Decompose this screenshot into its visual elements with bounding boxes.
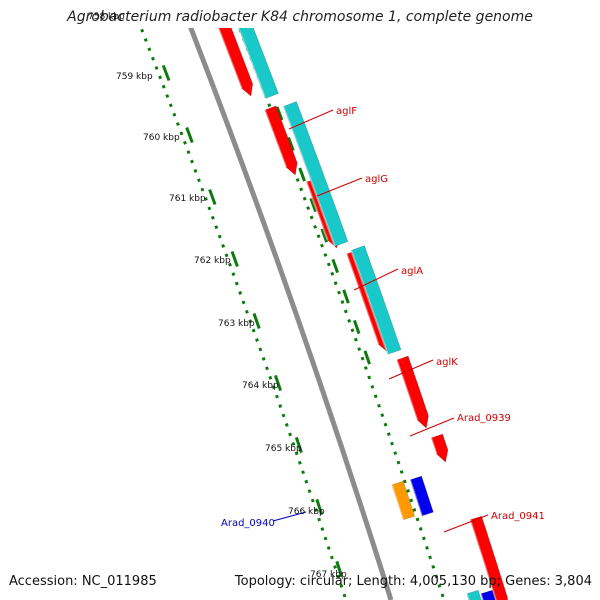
feature-cyan-band-2[interactable] <box>282 101 349 247</box>
gene-label-aglF[interactable]: aglF <box>336 106 357 117</box>
feature-small-red-arrow[interactable] <box>430 433 449 463</box>
gene-labels: aglF aglG aglA aglK Arad_0939 Arad_0941 … <box>221 106 545 529</box>
ruler-tick <box>298 167 306 182</box>
feature-aglA-arrow-highlight <box>305 181 329 241</box>
gene-label-arad-0941[interactable]: Arad_0941 <box>491 511 545 522</box>
topology-text: Topology: circular; Length: 4,005,130 bp… <box>234 574 592 589</box>
ruler-label-765: 765 kbp <box>265 444 302 454</box>
feature-arad-0940-arrow-highlight <box>409 479 423 517</box>
feature-orange-arrow-highlight <box>390 484 405 521</box>
accession-text: Accession: NC_011985 <box>9 574 157 589</box>
gene-label-aglG[interactable]: aglG <box>365 174 388 185</box>
feature-arad-0940-arrow[interactable] <box>409 475 434 517</box>
ruler-label-760: 760 kbp <box>143 133 180 143</box>
feature-bottom-cyan-stub-highlight <box>465 593 470 600</box>
label-leader-line <box>409 417 455 437</box>
label-leader-line <box>288 109 334 130</box>
ruler-label-766: 766 kbp <box>288 507 325 517</box>
label-leader-line <box>272 511 307 522</box>
map-title: Agrobacterium radiobacter K84 chromosome… <box>67 9 533 25</box>
gene-label-arad-0940[interactable]: Arad_0940 <box>221 518 275 529</box>
ruler-label-761: 761 kbp <box>169 194 206 204</box>
feature-aglF-arrow-highlight <box>217 28 243 89</box>
feature-aglG-arrow-highlight <box>263 109 287 168</box>
feature-bottom-blue-stub-highlight <box>479 593 484 600</box>
feature-bottom-cyan-stub[interactable] <box>466 589 484 600</box>
feature-aglF-arrow[interactable] <box>205 0 254 97</box>
ruler-tick <box>352 319 361 335</box>
label-leader-line <box>443 514 489 533</box>
ruler-tick <box>363 350 371 365</box>
ruler-major-tick <box>185 126 194 144</box>
feature-top-blue-stub-highlight <box>137 2 139 6</box>
feature-arad-0941-arrow[interactable] <box>469 515 509 600</box>
feature-top-blue-stub[interactable] <box>137 0 148 6</box>
ruler-major-tick <box>230 250 239 268</box>
ruler-tick <box>331 258 339 274</box>
ruler-tick <box>342 289 350 304</box>
feature-small-red-arrow-highlight <box>430 437 438 455</box>
ruler-tick <box>320 228 329 243</box>
ruler-label-758: 758 kbp <box>88 12 125 22</box>
label-leader-line <box>353 268 399 291</box>
ruler-label-767: 767 kbp <box>310 570 347 580</box>
ruler-major-tick <box>139 4 145 19</box>
ruler-label-763: 763 kbp <box>218 319 255 329</box>
ruler-tick <box>309 197 318 213</box>
label-leader-line <box>316 177 363 197</box>
feature-bottom-blue-stub[interactable] <box>480 589 498 600</box>
ruler-major-tick <box>161 64 171 82</box>
feature-arad-0939-arrow[interactable] <box>396 355 429 429</box>
genome-backbone <box>188 28 394 600</box>
ruler-ticks <box>139 4 371 578</box>
feature-track <box>137 0 509 600</box>
ruler-major-tick <box>294 436 303 454</box>
ruler-major-tick <box>252 312 261 330</box>
ruler-tick <box>275 106 284 121</box>
gene-label-arad-0939[interactable]: Arad_0939 <box>457 413 511 424</box>
feature-cyan-band-2-highlight <box>282 106 336 247</box>
ruler-labels: 758 kbp 759 kbp 760 kbp 761 kbp 762 kbp … <box>88 12 347 580</box>
label-leader-line <box>388 359 434 380</box>
feature-cyan-band-3-highlight <box>350 250 389 355</box>
label-leader-lines <box>272 109 489 533</box>
ruler-tick <box>286 136 295 152</box>
feature-arad-0939-arrow-highlight <box>395 359 419 421</box>
feature-cyan-band-1[interactable] <box>225 0 279 99</box>
ruler-label-759: 759 kbp <box>116 72 153 82</box>
feature-cyan-band-1-highlight <box>237 28 267 99</box>
feature-orange-arrow[interactable] <box>391 480 415 521</box>
ruler-label-764: 764 kbp <box>242 381 279 391</box>
feature-arad-0941-arrow-highlight <box>469 519 497 600</box>
ruler-major-tick <box>208 188 217 206</box>
ruler-major-tick <box>335 560 344 578</box>
feature-cyan-band-3[interactable] <box>350 245 402 355</box>
ruler-major-tick <box>315 498 324 516</box>
feature-aglG-arrow[interactable] <box>264 105 298 176</box>
ruler-major-tick <box>273 374 283 392</box>
gene-label-aglK[interactable]: aglK <box>436 357 458 368</box>
gene-label-aglA[interactable]: aglA <box>401 266 423 277</box>
feature-aglK-arrow-highlight <box>345 253 380 345</box>
ruler-tick <box>245 28 249 30</box>
ruler-label-762: 762 kbp <box>194 256 231 266</box>
